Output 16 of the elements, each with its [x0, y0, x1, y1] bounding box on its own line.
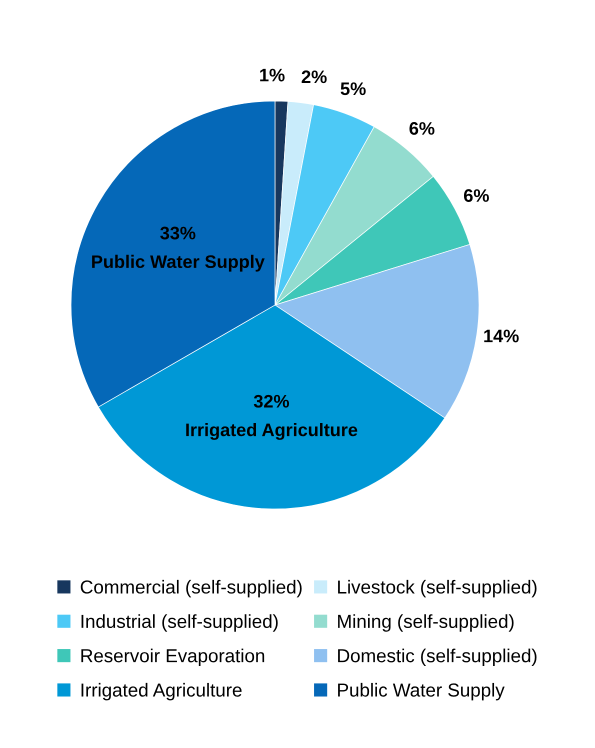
data-label: 1%: [260, 68, 285, 82]
legend-label: Commercial (self-supplied): [80, 580, 302, 598]
data-label: 33% Public Water Supply: [92, 226, 265, 272]
data-label: 6%: [409, 122, 434, 135]
data-label: 14%: [484, 330, 519, 342]
data-label: 6%: [464, 189, 489, 202]
legend-label: Mining (self-supplied): [338, 614, 514, 632]
data-label: 2%: [302, 70, 327, 84]
data-label: 5%: [340, 82, 366, 96]
data-label: 32% Irrigated Agriculture: [186, 394, 358, 440]
legend-label: Industrial (self-supplied): [82, 614, 278, 632]
legend-label: Livestock (self-supplied): [338, 580, 537, 598]
legend-label: Reservoir Evaporation: [81, 648, 264, 666]
legend-label: Irrigated Agriculture: [82, 682, 242, 700]
legend-label: Domestic (self-supplied): [338, 648, 536, 666]
legend-label: Public Water Supply: [338, 682, 505, 700]
